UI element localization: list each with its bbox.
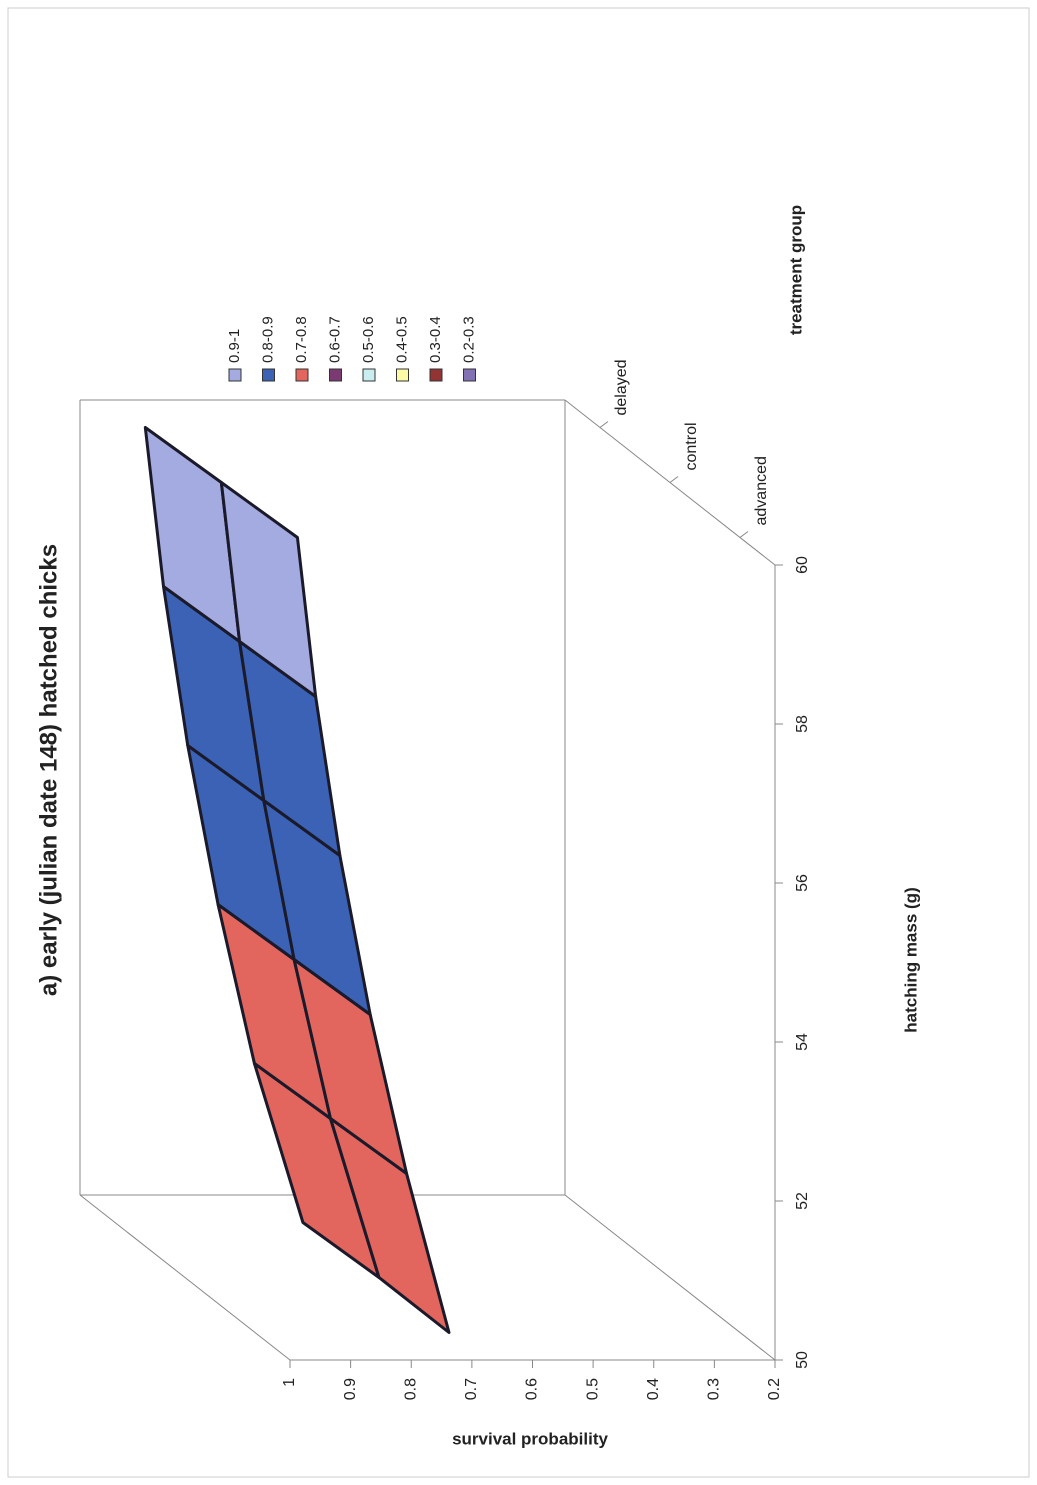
y-tick-label: 1 bbox=[281, 1378, 298, 1387]
x-tick-label: 56 bbox=[794, 874, 811, 892]
legend-swatch bbox=[295, 368, 309, 382]
depth-tick bbox=[599, 421, 609, 428]
legend-label: 0.5-0.6 bbox=[360, 316, 377, 363]
y-tick-label: 0.9 bbox=[342, 1378, 359, 1400]
y-tick-label: 0.8 bbox=[402, 1378, 419, 1400]
chart-body: a) early (julian date 148) hatched chick… bbox=[35, 205, 920, 1449]
depth-tick bbox=[739, 531, 749, 538]
y-tick-label: 0.2 bbox=[766, 1378, 783, 1400]
legend-swatch bbox=[262, 368, 275, 382]
legend-swatch bbox=[396, 368, 409, 382]
legend-label: 0.2-0.3 bbox=[460, 316, 477, 363]
legend-swatch bbox=[362, 368, 376, 382]
y-tick-label: 0.3 bbox=[706, 1378, 723, 1400]
legend-swatch bbox=[463, 368, 476, 382]
legend-swatch bbox=[329, 368, 342, 382]
surface-cell bbox=[219, 481, 318, 698]
x-tick-label: 58 bbox=[794, 715, 811, 733]
x-tick-label: 50 bbox=[794, 1351, 811, 1369]
depth-tick bbox=[669, 476, 679, 483]
wall-edge bbox=[79, 1194, 291, 1361]
legend-label: 0.8-0.9 bbox=[259, 316, 276, 363]
legend-label: 0.3-0.4 bbox=[427, 316, 444, 363]
depth-tick-label: control bbox=[683, 422, 700, 470]
y-axis-label: survival probability bbox=[452, 1429, 608, 1448]
depth-tick-label: delayed bbox=[613, 359, 630, 415]
y-tick-label: 0.5 bbox=[584, 1378, 601, 1400]
x-tick-label: 60 bbox=[794, 556, 811, 574]
legend-label: 0.4-0.5 bbox=[393, 316, 410, 363]
legend-label: 0.6-0.7 bbox=[326, 316, 343, 363]
frame bbox=[7, 7, 1030, 1478]
depth-axis-label: treatment group bbox=[786, 205, 805, 335]
depth-tick-label: advanced bbox=[753, 456, 770, 525]
legend-swatch bbox=[429, 368, 443, 382]
legend-swatch bbox=[228, 368, 242, 382]
y-tick-label: 0.4 bbox=[645, 1378, 662, 1400]
y-tick-label: 0.7 bbox=[463, 1378, 480, 1400]
x-tick-label: 52 bbox=[794, 1192, 811, 1210]
floor-edge bbox=[564, 1194, 776, 1361]
legend-label: 0.7-0.8 bbox=[293, 316, 310, 363]
legend-label: 0.9-1 bbox=[226, 329, 243, 363]
chart-title: a) early (julian date 148) hatched chick… bbox=[35, 544, 62, 996]
y-tick-label: 0.6 bbox=[524, 1378, 541, 1400]
x-tick-label: 54 bbox=[794, 1033, 811, 1051]
x-axis-label: hatching mass (g) bbox=[901, 887, 920, 1032]
